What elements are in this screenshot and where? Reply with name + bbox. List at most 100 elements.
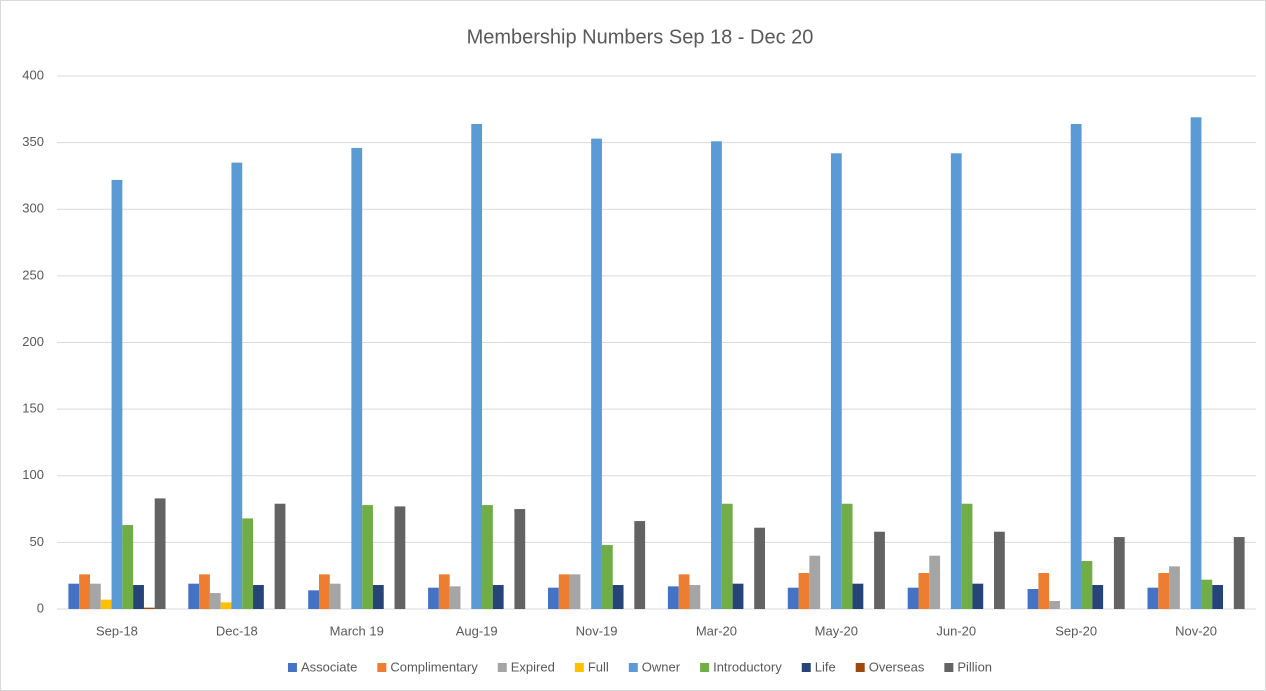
bar bbox=[188, 583, 200, 609]
bar bbox=[929, 555, 941, 609]
bar bbox=[961, 503, 973, 609]
bar bbox=[1233, 537, 1245, 609]
y-tick-label: 200 bbox=[22, 334, 44, 349]
bar bbox=[308, 590, 319, 609]
bar bbox=[492, 585, 504, 609]
bar bbox=[68, 583, 80, 609]
bar bbox=[143, 607, 155, 609]
bar bbox=[721, 503, 733, 609]
bar bbox=[667, 586, 679, 609]
y-tick-label: 250 bbox=[22, 267, 44, 282]
legend-label: Life bbox=[815, 659, 836, 674]
legend-swatch bbox=[801, 663, 811, 672]
bar bbox=[612, 585, 624, 609]
legend-swatch bbox=[287, 663, 297, 672]
bar bbox=[754, 527, 766, 609]
legend-swatch bbox=[377, 663, 387, 672]
bar bbox=[558, 574, 570, 609]
bar bbox=[514, 509, 526, 609]
bar bbox=[372, 585, 384, 609]
legend-label: Associate bbox=[301, 659, 357, 674]
x-tick-label: Dec-18 bbox=[216, 623, 258, 638]
bar bbox=[634, 521, 646, 609]
bar bbox=[449, 586, 461, 609]
chart-title: Membership Numbers Sep 18 - Dec 20 bbox=[467, 26, 814, 48]
bar bbox=[994, 531, 1005, 609]
bar bbox=[1081, 561, 1093, 609]
legend-label: Pillion bbox=[957, 659, 992, 674]
bar bbox=[274, 503, 286, 609]
x-tick-label: Jun-20 bbox=[936, 623, 976, 638]
bar bbox=[569, 574, 581, 609]
legend-label: Overseas bbox=[869, 659, 925, 674]
bar bbox=[1212, 585, 1224, 609]
bar bbox=[154, 498, 166, 609]
x-tick-label: Sep-18 bbox=[96, 623, 138, 638]
bar bbox=[1169, 566, 1180, 609]
bar bbox=[1113, 537, 1125, 609]
bar bbox=[1147, 587, 1159, 609]
bar bbox=[852, 583, 864, 609]
bar bbox=[1201, 579, 1213, 609]
bar bbox=[111, 179, 123, 609]
y-tick-label: 50 bbox=[30, 534, 44, 549]
bar bbox=[601, 545, 613, 609]
bar bbox=[100, 599, 112, 609]
bar bbox=[809, 555, 821, 609]
legend-swatch bbox=[628, 663, 638, 672]
x-tick-label: Aug-19 bbox=[456, 623, 498, 638]
bar bbox=[199, 574, 210, 609]
bar bbox=[1049, 601, 1060, 609]
bar bbox=[394, 506, 406, 609]
bar bbox=[428, 587, 439, 609]
bar bbox=[732, 583, 744, 609]
legend-label: Complimentary bbox=[390, 659, 478, 674]
bar bbox=[907, 587, 919, 609]
bar bbox=[362, 505, 373, 609]
x-tick-label: Mar-20 bbox=[696, 623, 737, 638]
x-tick-label: March 19 bbox=[330, 623, 384, 638]
legend-label: Full bbox=[588, 659, 609, 674]
bar bbox=[482, 505, 493, 609]
y-tick-label: 400 bbox=[22, 67, 44, 82]
bar bbox=[1190, 117, 1202, 610]
bar bbox=[711, 141, 722, 610]
bar bbox=[253, 585, 264, 609]
bar bbox=[591, 138, 602, 609]
bar bbox=[133, 585, 144, 609]
legend-swatch bbox=[855, 663, 865, 672]
bar bbox=[787, 587, 799, 609]
bar bbox=[689, 585, 701, 609]
legend-label: Introductory bbox=[713, 659, 782, 674]
bar bbox=[471, 123, 483, 609]
legend-label: Owner bbox=[642, 659, 681, 674]
bar bbox=[242, 518, 254, 609]
bar bbox=[950, 153, 962, 609]
x-tick-label: Sep-20 bbox=[1055, 623, 1097, 638]
bar bbox=[798, 573, 810, 609]
bar bbox=[1092, 585, 1104, 609]
y-tick-label: 300 bbox=[22, 201, 44, 216]
bar bbox=[122, 525, 134, 609]
bar bbox=[830, 153, 842, 609]
legend-label: Expired bbox=[511, 659, 555, 674]
bar bbox=[678, 574, 690, 609]
bar bbox=[874, 531, 885, 609]
bar bbox=[318, 574, 330, 609]
y-tick-label: 100 bbox=[22, 467, 44, 482]
legend-swatch bbox=[700, 663, 710, 672]
legend-swatch bbox=[497, 663, 507, 672]
bar bbox=[1027, 589, 1039, 609]
bar bbox=[972, 583, 984, 609]
bar bbox=[918, 573, 930, 609]
bar bbox=[89, 583, 101, 609]
bar bbox=[209, 593, 221, 609]
y-tick-label: 150 bbox=[22, 401, 44, 416]
bar bbox=[231, 162, 243, 610]
bar bbox=[1038, 573, 1050, 609]
legend-swatch bbox=[944, 663, 954, 672]
bar bbox=[1158, 573, 1170, 609]
x-tick-label: Nov-20 bbox=[1175, 623, 1217, 638]
